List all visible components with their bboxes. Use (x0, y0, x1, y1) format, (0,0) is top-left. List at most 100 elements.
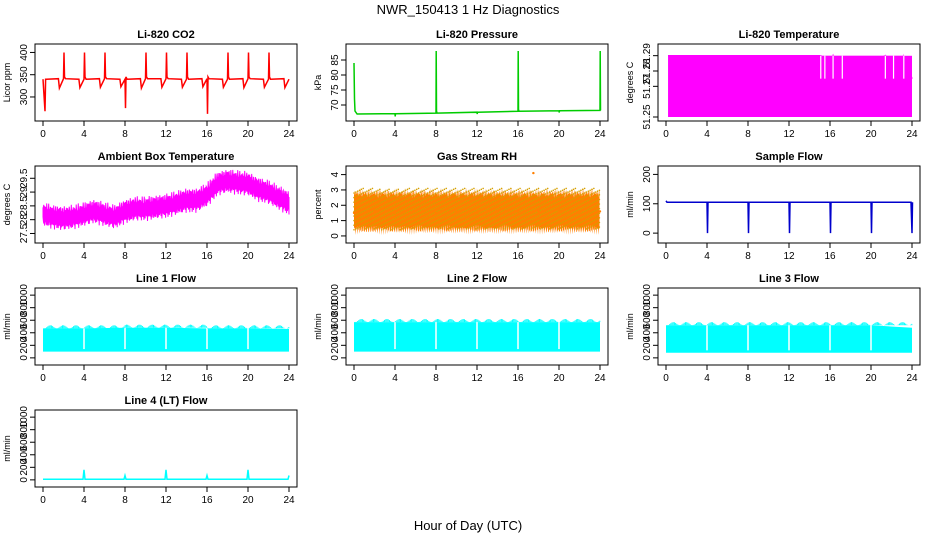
series-point (559, 204, 562, 206)
series-point (548, 200, 551, 203)
series-point (412, 222, 414, 225)
series-point (447, 214, 449, 216)
series-point (366, 194, 368, 197)
series-point (360, 211, 363, 214)
series-point (591, 197, 593, 200)
series-point (500, 196, 503, 199)
series-point (450, 189, 453, 192)
series-point (572, 193, 575, 195)
series-point (498, 202, 501, 204)
series-point (502, 200, 505, 203)
series-point (456, 228, 459, 230)
series-point (460, 194, 462, 196)
series-point (545, 202, 547, 204)
series-point (506, 221, 508, 224)
y-tick-label: 800 (642, 299, 653, 316)
series-point (369, 188, 372, 191)
series-point (388, 206, 390, 209)
series-point (362, 215, 365, 217)
series-point (469, 217, 472, 219)
series-point (596, 213, 599, 215)
series-point (591, 193, 593, 195)
series-point (534, 221, 536, 224)
series-point (497, 198, 499, 201)
series-gap (903, 48, 916, 56)
series-point (425, 193, 427, 195)
series-point (476, 227, 479, 229)
series-point (436, 210, 438, 213)
series-point (421, 217, 424, 220)
series-point (408, 224, 411, 226)
series-point (497, 194, 499, 196)
series-point (500, 224, 503, 226)
series-point (404, 198, 407, 201)
series-point (423, 207, 425, 210)
series-point (513, 227, 516, 229)
series-point (355, 191, 357, 193)
series-point (355, 228, 357, 230)
series-point (478, 207, 481, 210)
series-point (487, 212, 490, 215)
series-point (406, 202, 409, 204)
series-point (428, 209, 431, 212)
series-point (594, 223, 597, 226)
series-point (596, 227, 599, 229)
series-point (534, 194, 536, 196)
series-point (550, 227, 553, 229)
series-point (425, 202, 427, 204)
series-line (353, 50, 602, 117)
series-point (456, 200, 459, 203)
series-point (434, 225, 436, 227)
series-point (498, 211, 501, 214)
series-point (546, 210, 549, 213)
series-point (417, 206, 420, 208)
series-point (443, 188, 446, 191)
series-point (388, 216, 390, 218)
y-tick-label: 1000 (330, 284, 341, 307)
series-point (535, 206, 538, 209)
series-point (552, 194, 555, 196)
series-point (401, 195, 403, 198)
series-point (480, 188, 483, 191)
series-point (414, 207, 416, 210)
y-tick-label: 200 (642, 166, 653, 183)
series-point (408, 192, 411, 194)
series-point (578, 227, 580, 229)
series-point (415, 216, 418, 218)
series-point (443, 216, 446, 218)
series-point (580, 203, 582, 205)
series-point (427, 201, 429, 203)
series-point (565, 196, 567, 199)
series-point (438, 209, 440, 212)
series-point (460, 207, 462, 210)
series-point (447, 205, 449, 207)
y-axis-label: ml/min (625, 191, 635, 218)
series-point (497, 217, 499, 219)
x-tick-label: 12 (783, 373, 795, 384)
series-point (495, 213, 497, 215)
series-point (375, 199, 377, 202)
series-point (452, 197, 455, 200)
series-point (386, 226, 389, 228)
series-point (356, 217, 359, 220)
x-tick-label: 12 (783, 251, 795, 262)
series-point (390, 229, 392, 231)
x-tick-label: 12 (471, 373, 483, 384)
series-point (391, 218, 394, 221)
series-point (508, 206, 510, 209)
x-tick-label: 20 (242, 251, 254, 262)
series-point (493, 200, 496, 203)
series-point (504, 194, 507, 197)
series-point (474, 214, 477, 216)
panel-data (42, 169, 290, 230)
series-point (412, 190, 414, 192)
y-tick-label: 28 (19, 214, 30, 226)
series-point (391, 209, 394, 212)
series-point (360, 193, 363, 195)
x-tick-label: 0 (663, 251, 669, 262)
panel-data (666, 322, 913, 353)
series-point (532, 227, 534, 229)
series-point (454, 187, 457, 190)
